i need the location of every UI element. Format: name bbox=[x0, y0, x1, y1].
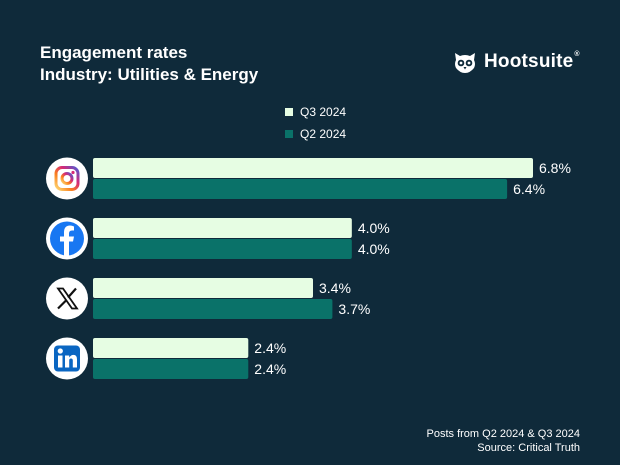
bar-x-q3 bbox=[93, 278, 313, 298]
instagram-icon bbox=[46, 157, 88, 200]
owl-icon bbox=[455, 53, 475, 73]
legend-swatch-q3 bbox=[285, 108, 293, 116]
data-label-facebook-q3: 4.0% bbox=[358, 220, 390, 236]
brand-registered-mark: ® bbox=[574, 51, 580, 58]
legend-label-q3: Q3 2024 bbox=[300, 105, 347, 119]
data-label-facebook-q2: 4.0% bbox=[358, 241, 390, 257]
chart-legend: Q3 2024 Q2 2024 bbox=[285, 102, 346, 146]
title-line-1: Engagement rates bbox=[40, 43, 188, 62]
bar-instagram-q3 bbox=[93, 158, 533, 178]
footer-note: Posts from Q2 2024 & Q3 2024 bbox=[426, 428, 580, 440]
linkedin-icon bbox=[46, 337, 88, 380]
bar-linkedin-q3 bbox=[93, 338, 249, 358]
data-label-x-q3: 3.4% bbox=[319, 280, 351, 296]
chart-title: Engagement rates Industry: Utilities & E… bbox=[40, 42, 258, 86]
data-label-x-q2: 3.7% bbox=[338, 301, 370, 317]
x-icon bbox=[46, 277, 88, 320]
brand-name: Hootsuite® bbox=[484, 51, 580, 72]
footer-source: Source: Critical Truth bbox=[477, 442, 580, 454]
brand-logo: Hootsuite® bbox=[452, 49, 580, 75]
chart-footer: Posts from Q2 2024 & Q3 2024 Source: Cri… bbox=[427, 427, 580, 455]
facebook-icon bbox=[46, 217, 88, 260]
data-label-linkedin-q2: 2.4% bbox=[254, 361, 286, 377]
bar-facebook-q3 bbox=[93, 218, 352, 238]
data-label-instagram-q2: 6.4% bbox=[513, 181, 545, 197]
bar-linkedin-q2 bbox=[93, 359, 249, 379]
bar-x-q2 bbox=[93, 299, 333, 319]
bar-facebook-q2 bbox=[93, 239, 352, 259]
legend-swatch-q2 bbox=[285, 130, 293, 138]
legend-item-q2: Q2 2024 bbox=[285, 124, 346, 144]
legend-label-q2: Q2 2024 bbox=[300, 127, 347, 141]
data-label-linkedin-q3: 2.4% bbox=[254, 340, 286, 356]
data-label-instagram-q3: 6.8% bbox=[539, 160, 571, 176]
bar-instagram-q2 bbox=[93, 179, 508, 199]
title-line-2: Industry: Utilities & Energy bbox=[40, 65, 259, 84]
legend-item-q3: Q3 2024 bbox=[285, 102, 346, 122]
